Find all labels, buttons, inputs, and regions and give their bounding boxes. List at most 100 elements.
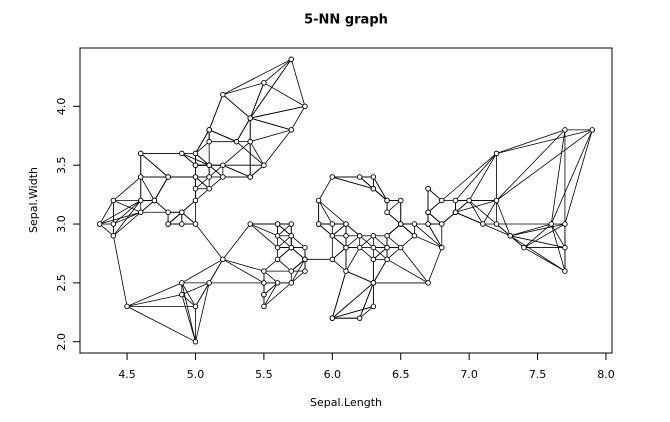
point: [261, 162, 267, 168]
edge: [332, 235, 347, 248]
point: [425, 221, 431, 227]
point: [356, 315, 363, 321]
point: [220, 91, 226, 98]
edge: [400, 235, 415, 248]
point: [329, 233, 336, 239]
point: [179, 280, 185, 286]
edge: [195, 223, 224, 260]
point: [179, 291, 185, 298]
y-tick-label: 4.0: [55, 98, 68, 116]
edge: [140, 153, 169, 178]
point: [192, 162, 199, 168]
edge: [140, 200, 155, 213]
point: [397, 244, 404, 251]
point: [247, 174, 253, 180]
edge: [209, 129, 237, 143]
point: [192, 197, 199, 204]
point: [589, 127, 596, 133]
point: [384, 233, 390, 239]
point: [343, 221, 349, 227]
point: [439, 221, 445, 227]
edge: [345, 247, 361, 272]
edge: [250, 223, 278, 237]
edge: [195, 188, 210, 201]
point: [124, 303, 130, 310]
point: [425, 185, 431, 192]
point: [521, 244, 527, 251]
edge: [181, 211, 196, 225]
edge: [126, 294, 182, 307]
point: [356, 233, 363, 239]
edge: [263, 270, 278, 284]
point: [562, 268, 568, 274]
point: [343, 268, 349, 274]
point: [206, 162, 212, 168]
point: [288, 244, 295, 251]
x-tick-label: 4.5: [118, 368, 136, 381]
edge: [482, 200, 497, 225]
point: [452, 209, 459, 216]
edge: [455, 200, 470, 213]
point: [192, 185, 199, 192]
point: [206, 138, 212, 145]
point: [302, 256, 308, 263]
edge: [414, 235, 442, 248]
edge: [373, 259, 388, 284]
edge: [126, 282, 182, 307]
point: [439, 244, 445, 251]
edge: [427, 200, 443, 213]
point: [261, 291, 267, 298]
point: [220, 174, 226, 180]
edge: [263, 259, 278, 272]
point: [425, 209, 431, 216]
point: [138, 150, 144, 157]
edge: [222, 82, 265, 95]
point: [384, 197, 390, 204]
point: [220, 256, 226, 263]
edge: [291, 247, 306, 260]
edge: [181, 282, 210, 296]
edge: [277, 235, 292, 248]
edge: [523, 247, 566, 272]
edge: [373, 235, 388, 248]
edge: [455, 211, 483, 225]
edge: [113, 200, 142, 237]
edge: [181, 200, 196, 213]
point: [493, 150, 500, 157]
edge: [359, 247, 374, 260]
edge: [373, 247, 388, 260]
edge: [332, 176, 374, 190]
point: [397, 221, 404, 227]
edge: [195, 176, 210, 190]
point: [370, 244, 377, 251]
point: [384, 256, 390, 263]
point: [110, 221, 117, 227]
point: [562, 127, 568, 133]
point: [384, 209, 390, 216]
edge: [318, 223, 333, 237]
edge: [154, 176, 169, 201]
point: [274, 256, 281, 263]
edge: [550, 223, 566, 248]
edge: [112, 235, 128, 307]
edge: [441, 153, 497, 201]
point: [329, 174, 336, 180]
edge: [140, 176, 155, 201]
point: [411, 221, 418, 227]
edge: [99, 200, 114, 225]
edge: [263, 282, 278, 295]
x-tick-label: 7.5: [529, 368, 547, 381]
edge: [386, 247, 401, 260]
edge: [468, 200, 497, 225]
point: [343, 244, 349, 251]
point: [288, 280, 295, 286]
point: [329, 315, 336, 321]
edge: [332, 223, 347, 237]
point: [288, 221, 295, 227]
point: [179, 150, 185, 157]
edge: [332, 306, 374, 319]
edge: [290, 259, 306, 284]
point: [261, 280, 267, 286]
edge: [468, 153, 497, 201]
